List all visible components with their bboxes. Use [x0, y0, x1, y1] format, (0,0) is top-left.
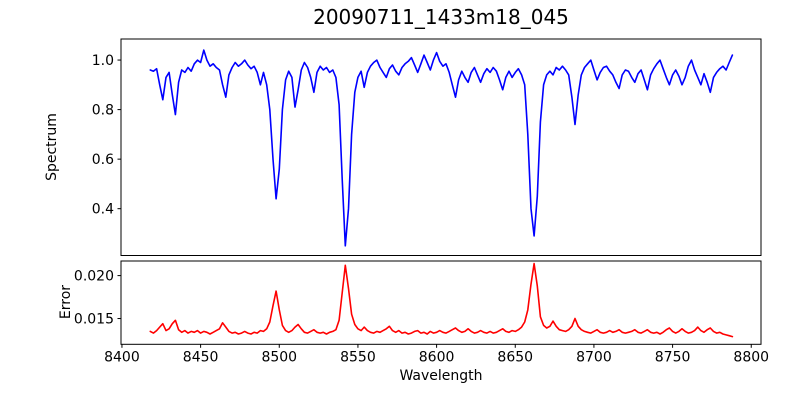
x-tick-label: 8800: [733, 349, 769, 365]
y-tick-label: 0.015: [74, 312, 114, 328]
x-tick-label: 8650: [497, 349, 533, 365]
y-tick-label: 0.6: [92, 152, 114, 168]
y-tick-label: 1.0: [92, 53, 114, 69]
spectrum-plot: 0.4 0.6 0.8 1.0: [92, 38, 762, 256]
y-tick-label: 0.020: [74, 269, 114, 285]
spectrum-line: [149, 49, 734, 247]
x-tick-label: 8700: [576, 349, 612, 365]
x-tick-label: 8400: [104, 349, 140, 365]
x-tick-label: 8600: [419, 349, 455, 365]
y-tick-label: 0.8: [92, 103, 114, 119]
error-line: [149, 262, 734, 338]
y-tick-label: 0.4: [92, 202, 114, 218]
x-tick-label: 8750: [655, 349, 691, 365]
spectrum-y-axis-label: Spectrum: [44, 113, 60, 181]
error-y-axis-label: Error: [58, 285, 74, 319]
x-axis-label: Wavelength: [399, 368, 482, 384]
x-tick-label: 8550: [340, 349, 376, 365]
x-tick-label: 8500: [261, 349, 297, 365]
spectrum-axes-frame: [120, 38, 762, 256]
chart-title: 20090711_1433m18_045: [313, 5, 569, 29]
error-axes-frame: [120, 260, 762, 345]
x-tick-label: 8450: [183, 349, 219, 365]
error-plot: 0.015 0.020 8400 8450 8500 8550 8600 8650 8700 87…: [74, 260, 769, 365]
